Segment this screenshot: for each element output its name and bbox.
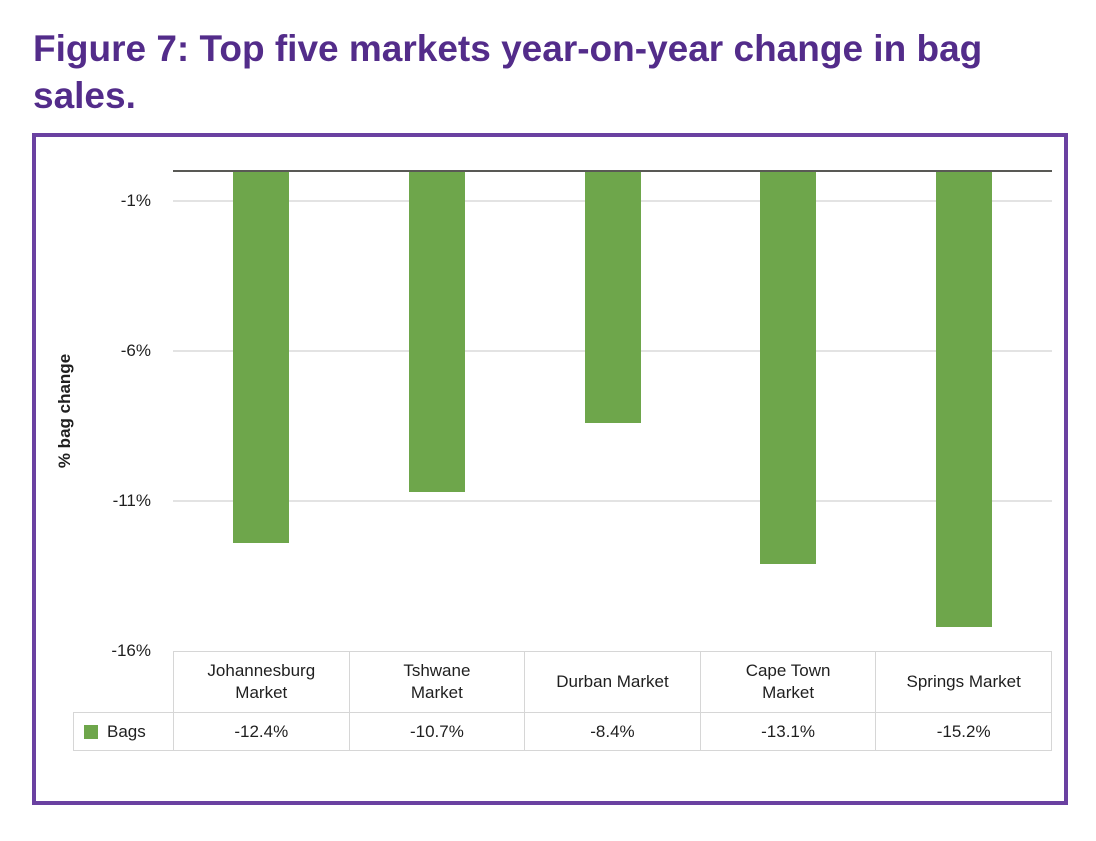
bar-springs-market (936, 171, 992, 627)
bar-johannesburg-market (233, 171, 289, 543)
value-row: -12.4% -10.7% -8.4% -13.1% -15.2% (173, 712, 1052, 751)
category-header-row: Johannesburg Market Tshwane Market Durba… (173, 651, 1052, 713)
category-label: Tshwane Market (348, 652, 525, 712)
value-cell: -13.1% (699, 713, 876, 750)
category-label: Cape Town Market (699, 652, 876, 712)
y-tick-label-6pct: -6% (120, 341, 151, 360)
chart-container: % bag change -1% -6% -11% -16% Johannesb… (32, 133, 1068, 805)
figure-title: Figure 7: Top five markets year-on-year … (33, 28, 983, 116)
category-label: Johannesburg Market (207, 660, 316, 702)
value-cell: -10.7% (348, 713, 525, 750)
bar-cape-town-market (760, 171, 816, 564)
bags-legend-swatch (84, 724, 98, 739)
y-axis-title: % bag change (55, 353, 74, 469)
gridline-11pct (173, 500, 1052, 502)
y-tick-label-11pct: -11% (112, 491, 151, 510)
bar-tshwane-market (409, 171, 465, 492)
value-cell: -15.2% (875, 713, 1051, 750)
x-axis-zero-line (173, 170, 1052, 172)
value-cell: -8.4% (524, 713, 700, 750)
legend-label: Bags (107, 721, 146, 741)
y-tick-label-16pct: -16% (111, 641, 151, 660)
value-cell: -12.4% (234, 721, 289, 741)
legend-cell: Bags (73, 712, 174, 751)
bar-durban-market (585, 171, 641, 423)
y-tick-label-1pct: -1% (120, 191, 151, 210)
category-label: Durban Market (524, 652, 700, 712)
category-label: Springs Market (875, 652, 1051, 712)
